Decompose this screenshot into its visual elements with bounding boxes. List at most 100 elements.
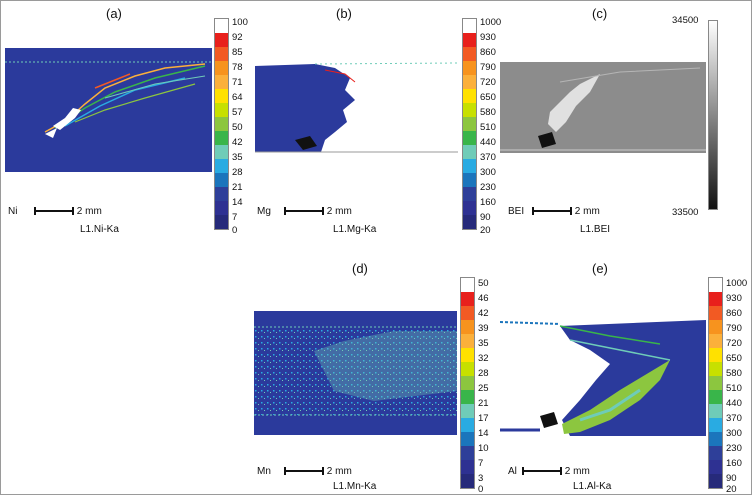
- al-colorbar: [708, 277, 723, 489]
- tick: 510: [726, 383, 742, 394]
- ni-caption: L1.Ni-Ka: [80, 224, 119, 235]
- tick: 10: [478, 443, 489, 454]
- mn-caption: L1.Mn-Ka: [333, 481, 377, 492]
- al-scale-text: 2 mm: [564, 466, 590, 477]
- tick: 0: [232, 225, 238, 236]
- mn-map: [254, 311, 457, 435]
- mg-caption: L1.Mg-Ka: [333, 224, 377, 235]
- tick: 100: [232, 17, 248, 28]
- tick: 92: [232, 32, 243, 43]
- tick: 33500: [672, 207, 699, 218]
- tick: 21: [232, 182, 243, 193]
- tick: 20: [726, 484, 737, 495]
- tick: 790: [726, 323, 742, 334]
- mg-colorbar: [462, 18, 477, 230]
- ni-element-label: Ni: [8, 206, 18, 217]
- tick: 64: [232, 92, 243, 103]
- tick: 25: [478, 383, 489, 394]
- tick: 160: [480, 197, 496, 208]
- tick: 14: [232, 197, 243, 208]
- tick: 580: [726, 368, 742, 379]
- al-scale-bar: 2 mm: [522, 466, 590, 477]
- ni-scale-text: 2 mm: [76, 206, 102, 217]
- tick: 78: [232, 62, 243, 73]
- panel-e-label: (e): [592, 261, 608, 276]
- panel-b-label: (b): [336, 6, 352, 21]
- al-element-label: Al: [508, 466, 517, 477]
- tick: 85: [232, 47, 243, 58]
- tick: 860: [726, 308, 742, 319]
- tick: 0: [478, 484, 484, 495]
- mg-element-label: Mg: [257, 206, 271, 217]
- ni-colorbar: [214, 18, 229, 230]
- mg-scale-text: 2 mm: [326, 206, 352, 217]
- tick: 650: [726, 353, 742, 364]
- tick: 580: [480, 107, 496, 118]
- tick: 42: [232, 137, 243, 148]
- tick: 440: [480, 137, 496, 148]
- tick: 1000: [480, 17, 502, 28]
- panel-c-label: (c): [592, 6, 608, 21]
- tick: 650: [480, 92, 496, 103]
- tick: 3: [478, 473, 484, 484]
- bei-scale-text: 2 mm: [574, 206, 600, 217]
- tick: 34500: [672, 15, 699, 26]
- tick: 160: [726, 458, 742, 469]
- scale-line: [532, 207, 572, 216]
- tick: 14: [478, 428, 489, 439]
- bei-scale-bar: 2 mm: [532, 206, 600, 217]
- ni-map-streaks: [5, 61, 212, 138]
- tick: 20: [480, 225, 491, 236]
- tick: 300: [480, 167, 496, 178]
- tick: 90: [480, 212, 491, 223]
- tick: 370: [480, 152, 496, 163]
- tick: 17: [478, 413, 489, 424]
- tick: 39: [478, 323, 489, 334]
- tick: 7: [478, 458, 484, 469]
- tick: 1000: [726, 278, 748, 289]
- mn-colorbar: [460, 277, 475, 489]
- panel-a-label: (a): [106, 6, 122, 21]
- tick: 720: [726, 338, 742, 349]
- tick: 790: [480, 62, 496, 73]
- mg-map-shape: [255, 62, 458, 153]
- mg-scale-bar: 2 mm: [284, 206, 352, 217]
- panel-d-label: (d): [352, 261, 368, 276]
- tick: 35: [232, 152, 243, 163]
- tick: 28: [478, 368, 489, 379]
- tick: 230: [726, 443, 742, 454]
- tick: 510: [480, 122, 496, 133]
- tick: 930: [726, 293, 742, 304]
- bei-caption: L1.BEI: [580, 224, 611, 235]
- tick: 35: [478, 338, 489, 349]
- al-map: [500, 320, 706, 436]
- al-caption: L1.Al-Ka: [573, 481, 612, 492]
- tick: 7: [232, 212, 238, 223]
- tick: 300: [726, 428, 742, 439]
- mn-map-speckle: [254, 326, 457, 416]
- mn-scale-bar: 2 mm: [284, 466, 352, 477]
- ni-map: [5, 48, 212, 172]
- scale-line: [522, 467, 562, 476]
- tick: 720: [480, 77, 496, 88]
- scale-line: [284, 207, 324, 216]
- tick: 42: [478, 308, 489, 319]
- mn-scale-text: 2 mm: [326, 466, 352, 477]
- tick: 860: [480, 47, 496, 58]
- tick: 28: [232, 167, 243, 178]
- al-map-shape: [500, 320, 706, 436]
- tick: 57: [232, 107, 243, 118]
- tick: 440: [726, 398, 742, 409]
- tick: 370: [726, 413, 742, 424]
- tick: 50: [478, 278, 489, 289]
- mg-map: [255, 60, 458, 153]
- mn-element-label: Mn: [257, 466, 271, 477]
- bei-element-label: BEI: [508, 206, 525, 217]
- ni-scale-bar: 2 mm: [34, 206, 102, 217]
- tick: 90: [726, 473, 737, 484]
- bei-map: [500, 62, 706, 153]
- scale-line: [34, 207, 74, 216]
- scale-line: [284, 467, 324, 476]
- tick: 46: [478, 293, 489, 304]
- tick: 50: [232, 122, 243, 133]
